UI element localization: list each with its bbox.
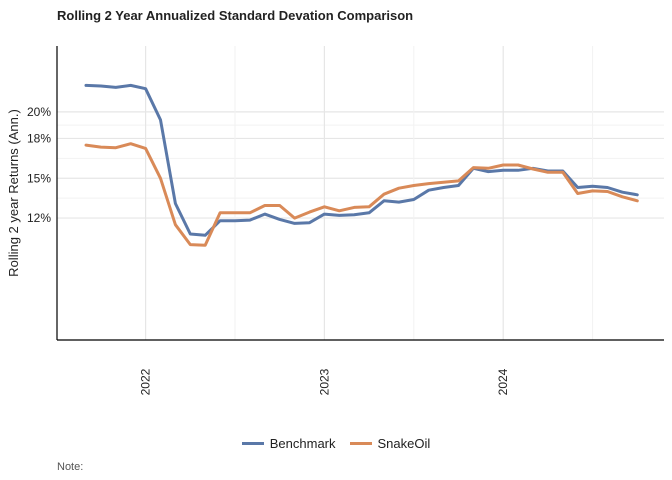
legend: Benchmark SnakeOil xyxy=(0,436,672,451)
tick-labels: 12% 15% 18% 20% 2022 2023 2024 Rolling 2 year R… xyxy=(6,105,510,395)
x-tick-label: 2024 xyxy=(496,368,510,395)
legend-label-benchmark: Benchmark xyxy=(269,436,336,451)
line-chart: 12% 15% 18% 20% 2022 2023 2024 Rolling 2 year R… xyxy=(6,46,664,395)
y-tick-label: 12% xyxy=(27,211,51,225)
chart-note: Note: xyxy=(57,461,84,473)
y-tick-label: 20% xyxy=(27,105,51,119)
chart-title: Rolling 2 Year Annualized Standard Devat… xyxy=(57,8,414,23)
series-line-snakeoil xyxy=(84,142,639,247)
series-line-benchmark xyxy=(84,83,639,237)
y-tick-label: 18% xyxy=(27,131,51,145)
series-lines xyxy=(84,83,639,247)
legend-item-snakeoil: SnakeOil xyxy=(349,436,431,451)
axes xyxy=(56,46,664,341)
legend-label-snakeoil: SnakeOil xyxy=(377,436,431,451)
legend-item-benchmark: Benchmark xyxy=(241,436,336,451)
y-tick-label: 15% xyxy=(27,171,51,185)
x-tick-label: 2023 xyxy=(317,368,331,395)
legend-swatch-snakeoil xyxy=(349,442,372,445)
grid-lines xyxy=(57,46,664,340)
x-tick-label: 2022 xyxy=(139,368,153,395)
y-axis-label: Rolling 2 year Returns (Ann.) xyxy=(6,109,21,277)
legend-swatch-benchmark xyxy=(241,442,264,445)
